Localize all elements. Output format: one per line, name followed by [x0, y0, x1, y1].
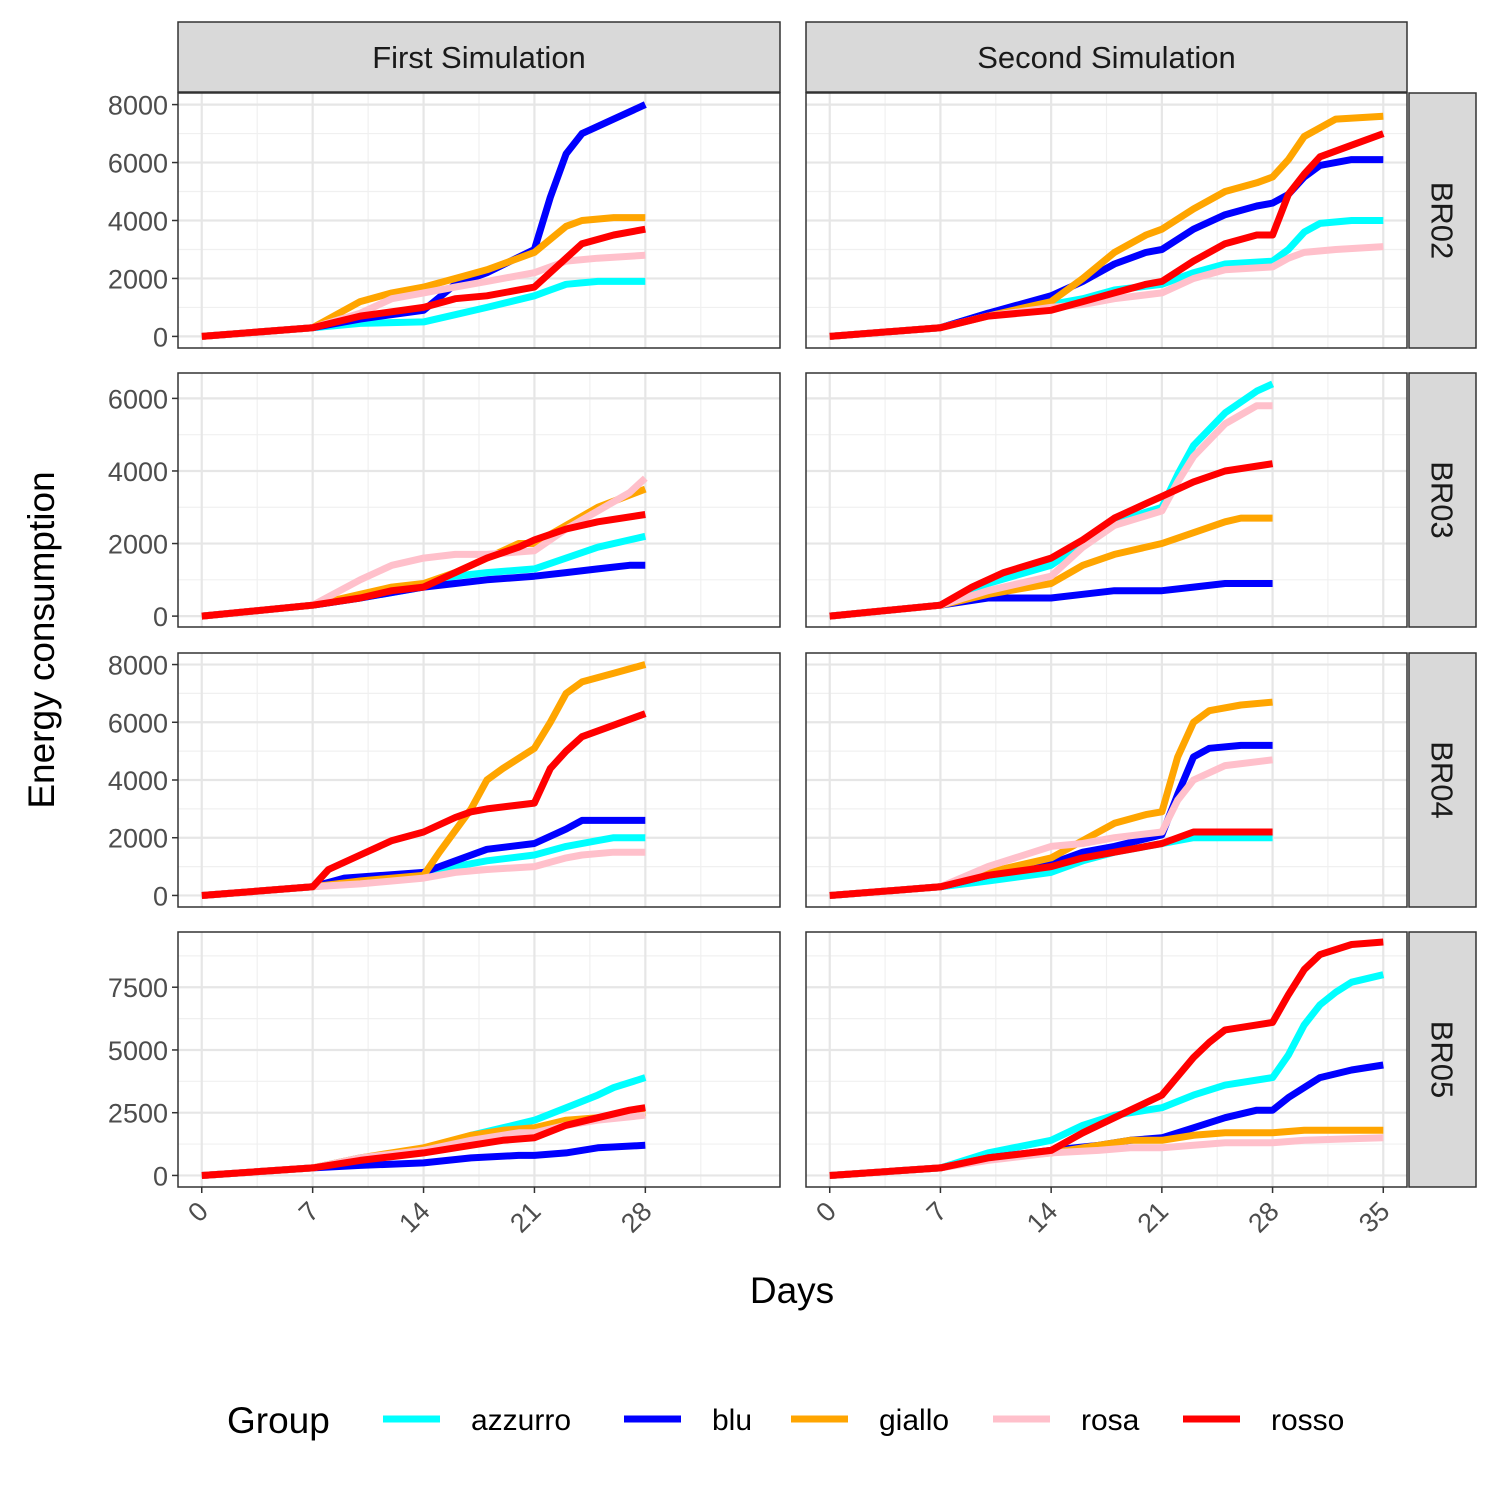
y-tick-label-br04-8000: 8000: [108, 651, 168, 681]
facet-strip-br03: [1408, 372, 1477, 628]
y-tick-label-br02-4000: 4000: [108, 207, 168, 237]
panel-br03-first-simulation: [177, 372, 781, 628]
y-tick-label-br02-0: 0: [153, 322, 168, 352]
y-tick-label-br04-0: 0: [153, 881, 168, 911]
legend-label-blu: blu: [712, 1404, 752, 1437]
y-tick-label-br02-8000: 8000: [108, 91, 168, 121]
panel-br05-second-simulation: [805, 931, 1408, 1188]
series-line-rosso-br04-second-simulation: [829, 828, 1273, 899]
facet-strip-br04: [1408, 652, 1477, 908]
series-line-rosa-br03-second-simulation: [829, 402, 1273, 620]
y-tick-label-br03-2000: 2000: [108, 530, 168, 560]
legend-item-giallo: giallo: [791, 1404, 949, 1437]
legend-label-rosa: rosa: [1081, 1404, 1140, 1437]
y-axis-title: Energy consumption: [21, 471, 62, 808]
facet-grid: First Simulation Second Simulation BR02 0 20…: [108, 21, 1477, 1238]
y-tick-label-br05-0: 0: [153, 1161, 168, 1191]
series-line-azzurro-br05-second-simulation: [829, 971, 1385, 1179]
y-tick-label-br04-4000: 4000: [108, 766, 168, 796]
series-line-rosso-br05-second-simulation: [829, 938, 1384, 1179]
panel-br04-first-simulation: [177, 652, 781, 908]
facet-strip-label-br02: BR02: [1425, 182, 1460, 260]
y-tick-label-br03-4000: 4000: [108, 457, 168, 487]
legend: Group azzurro blu giallo rosa rosso: [227, 1400, 1344, 1441]
legend-item-rosso: rosso: [1183, 1404, 1344, 1437]
panel-border: [177, 652, 781, 908]
facet-strip-label-br05: BR05: [1425, 1021, 1460, 1099]
facet-strip-br02: [1408, 92, 1477, 349]
panel-br02-first-simulation: [177, 92, 781, 349]
facet-strip-second-simulation: [805, 21, 1408, 93]
series-line-rosa-br04-second-simulation: [829, 756, 1274, 899]
facet-strip-first-simulation: [177, 21, 781, 93]
facet-strip-label-first-simulation: First Simulation: [372, 40, 586, 75]
legend-item-blu: blu: [624, 1404, 752, 1437]
facet-strip-label-br04: BR04: [1425, 741, 1460, 819]
y-tick-label-br04-6000: 6000: [108, 708, 168, 738]
facet-strip-br05: [1408, 931, 1477, 1188]
series-line-rosso-br02-first-simulation: [201, 225, 646, 340]
y-tick-label-br03-6000: 6000: [108, 384, 168, 414]
series-line-rosso-br05-first-simulation: [201, 1104, 646, 1179]
panel-br02-second-simulation: [805, 92, 1408, 349]
panel-br04-second-simulation: [805, 652, 1408, 908]
facet-strip-label-second-simulation: Second Simulation: [977, 40, 1236, 75]
panel-border: [177, 372, 781, 628]
panel-br03-second-simulation: [805, 372, 1408, 628]
legend-label-giallo: giallo: [879, 1404, 949, 1437]
series-line-giallo-br02-first-simulation: [201, 214, 646, 340]
y-tick-label-br05-7500: 7500: [108, 973, 168, 1003]
y-tick-label-br03-0: 0: [153, 602, 168, 632]
facet-strip-label-br03: BR03: [1425, 461, 1460, 539]
legend-label-azzurro: azzurro: [471, 1404, 571, 1437]
panel-br05-first-simulation: [177, 931, 781, 1188]
series-line-rosa-br03-first-simulation: [201, 475, 648, 620]
y-tick-label-br05-5000: 5000: [108, 1036, 168, 1066]
panel-border: [177, 92, 781, 349]
legend-label-rosso: rosso: [1271, 1404, 1344, 1437]
legend-title: Group: [227, 1400, 330, 1441]
series-line-rosso-br03-first-simulation: [201, 511, 646, 620]
panel-border: [805, 372, 1408, 628]
y-tick-label-br02-6000: 6000: [108, 149, 168, 179]
y-tick-label-br05-2500: 2500: [108, 1099, 168, 1129]
series-line-rosso-br02-second-simulation: [829, 130, 1385, 340]
series-line-rosa-br04-first-simulation: [201, 848, 646, 899]
panel-border: [805, 652, 1408, 908]
series-line-rosso-br04-first-simulation: [201, 710, 647, 899]
panel-border: [805, 931, 1408, 1188]
y-tick-label-br04-2000: 2000: [108, 824, 168, 854]
legend-item-rosa: rosa: [993, 1404, 1140, 1437]
legend-item-azzurro: azzurro: [383, 1404, 571, 1437]
panel-border: [177, 931, 781, 1188]
y-tick-label-br02-2000: 2000: [108, 264, 168, 294]
panel-border: [805, 92, 1408, 349]
series-line-rosso-br03-second-simulation: [829, 460, 1274, 620]
x-axis-title: Days: [750, 1270, 834, 1311]
